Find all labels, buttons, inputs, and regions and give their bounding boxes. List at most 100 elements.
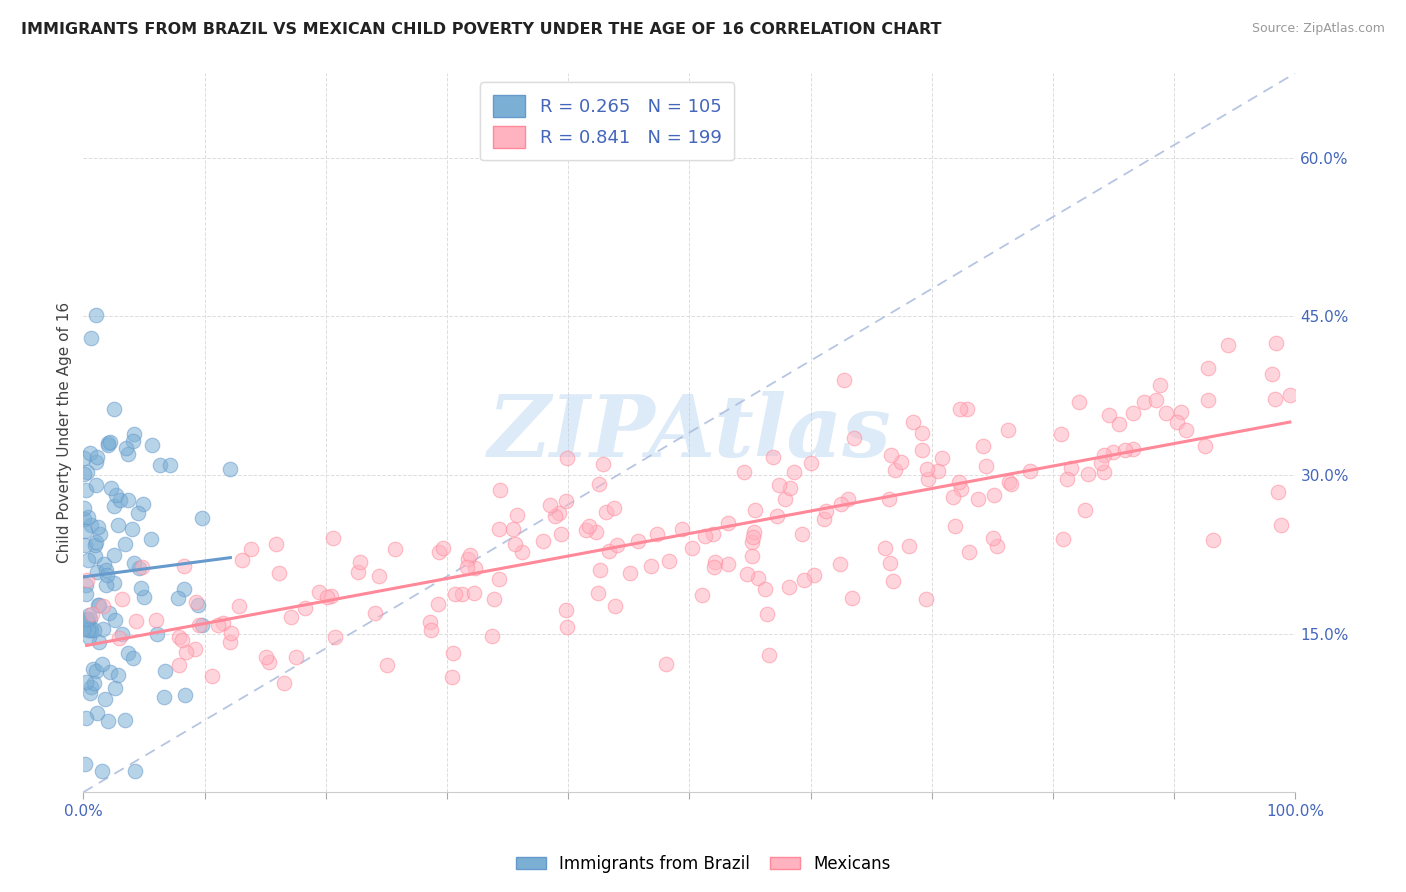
Point <box>457 551 479 566</box>
Point <box>1067 394 1090 409</box>
Point <box>97 436 120 450</box>
Point <box>949 402 972 417</box>
Point <box>754 582 776 596</box>
Point <box>1000 477 1022 491</box>
Point <box>201 669 224 683</box>
Point <box>98 434 121 449</box>
Point <box>741 530 763 544</box>
Point <box>931 451 953 466</box>
Point <box>367 568 389 582</box>
Point <box>1060 461 1083 475</box>
Point <box>72 622 94 636</box>
Point <box>107 668 129 682</box>
Point <box>124 764 146 778</box>
Point <box>149 458 172 472</box>
Point <box>285 649 308 664</box>
Point <box>146 627 169 641</box>
Point <box>104 681 127 695</box>
Point <box>538 498 561 512</box>
Point <box>87 599 110 613</box>
Point <box>173 582 195 596</box>
Point <box>97 606 120 620</box>
Point <box>877 491 900 506</box>
Point <box>218 635 240 649</box>
Point <box>129 581 152 595</box>
Point <box>82 607 104 621</box>
Point <box>191 511 214 525</box>
Point <box>531 533 554 548</box>
Point <box>257 655 280 669</box>
Point <box>1149 377 1171 392</box>
Point <box>91 622 114 636</box>
Point <box>942 490 965 504</box>
Point <box>828 558 851 572</box>
Point <box>1267 485 1289 500</box>
Point <box>782 465 804 479</box>
Point <box>86 706 108 720</box>
Point <box>959 544 981 558</box>
Point <box>578 518 600 533</box>
Point <box>502 522 524 536</box>
Point <box>830 497 852 511</box>
Point <box>80 681 103 695</box>
Point <box>280 610 302 624</box>
Point <box>586 585 609 599</box>
Point <box>91 657 114 672</box>
Point <box>94 692 117 706</box>
Point <box>75 578 97 592</box>
Point <box>981 531 1004 545</box>
Point <box>658 554 681 568</box>
Point <box>103 402 125 417</box>
Point <box>103 499 125 513</box>
Point <box>903 416 925 430</box>
Point <box>76 614 98 628</box>
Point <box>588 477 610 491</box>
Text: Source: ZipAtlas.com: Source: ZipAtlas.com <box>1251 22 1385 36</box>
Point <box>645 526 668 541</box>
Point <box>84 455 107 469</box>
Point <box>948 475 970 489</box>
Point <box>159 458 181 472</box>
Point <box>557 450 579 465</box>
Point <box>966 492 988 507</box>
Point <box>75 587 97 601</box>
Point <box>671 522 693 536</box>
Point <box>742 524 765 539</box>
Point <box>128 560 150 574</box>
Point <box>73 524 96 538</box>
Point <box>384 541 406 556</box>
Point <box>73 500 96 515</box>
Point <box>464 560 486 574</box>
Point <box>879 556 901 570</box>
Point <box>84 535 107 549</box>
Point <box>122 434 145 448</box>
Point <box>103 575 125 590</box>
Point <box>1122 406 1144 420</box>
Point <box>174 688 197 702</box>
Point <box>131 559 153 574</box>
Point <box>153 690 176 704</box>
Point <box>997 423 1019 437</box>
Point <box>139 533 162 547</box>
Point <box>1092 465 1115 479</box>
Point <box>917 462 939 476</box>
Point <box>1197 392 1219 407</box>
Point <box>603 599 626 613</box>
Point <box>308 585 330 599</box>
Point <box>347 565 370 579</box>
Point <box>555 603 578 617</box>
Point <box>73 512 96 526</box>
Point <box>717 516 740 530</box>
Point <box>83 623 105 637</box>
Point <box>762 450 785 465</box>
Point <box>832 373 855 387</box>
Point <box>76 465 98 479</box>
Point <box>80 623 103 637</box>
Point <box>986 539 1008 553</box>
Point <box>419 623 441 637</box>
Point <box>1175 423 1198 437</box>
Point <box>1278 388 1301 402</box>
Point <box>481 629 503 643</box>
Point <box>86 450 108 464</box>
Point <box>121 522 143 536</box>
